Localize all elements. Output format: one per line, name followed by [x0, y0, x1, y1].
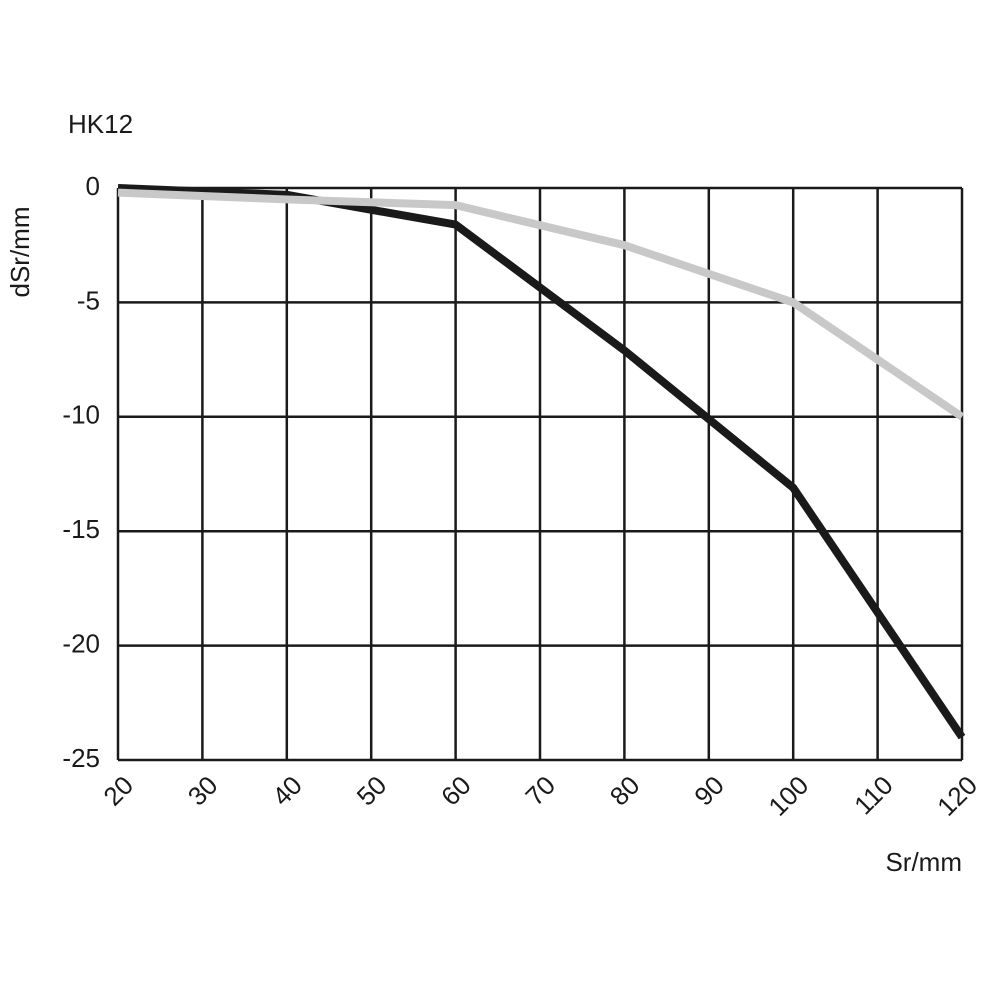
- x-tick-label: 30: [182, 770, 224, 812]
- data-line: [117, 184, 966, 740]
- y-tick-label: -10: [62, 400, 100, 430]
- x-tick-label: 110: [848, 770, 899, 821]
- x-tick-label: 60: [435, 770, 477, 812]
- y-tick-label: -15: [62, 514, 100, 544]
- y-tick-label: 0: [86, 171, 100, 201]
- x-tick-label: 120: [931, 770, 983, 822]
- y-tick-label: -20: [62, 628, 100, 658]
- x-tick-label: 70: [519, 770, 561, 812]
- x-tick-label: 50: [351, 770, 393, 812]
- x-tick-label: 90: [688, 770, 730, 812]
- x-tick-label: 80: [604, 770, 646, 812]
- y-tick-label: -25: [62, 743, 100, 773]
- data-line: [117, 188, 965, 421]
- y-axis-label: dSr/mm: [5, 207, 35, 298]
- x-tick-label: 20: [97, 770, 139, 812]
- x-axis-label: Sr/mm: [885, 847, 962, 877]
- chart-title: HK12: [68, 109, 133, 139]
- x-tick-label: 40: [266, 770, 308, 812]
- x-tick-label: 100: [762, 770, 814, 822]
- y-tick-label: -5: [77, 285, 100, 315]
